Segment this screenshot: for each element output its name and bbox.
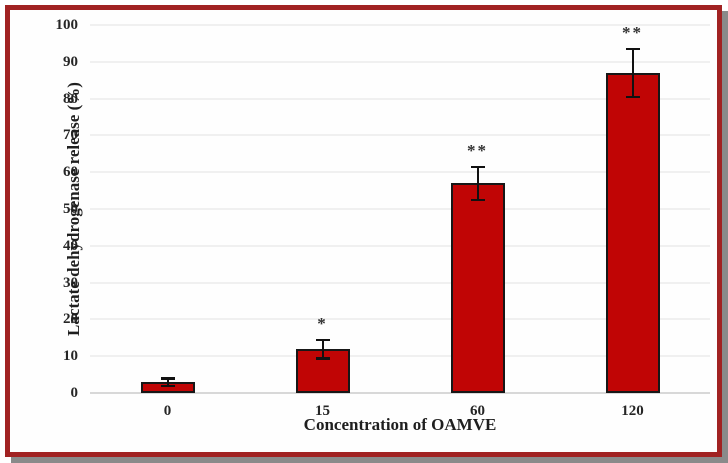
error-bar-cap — [470, 165, 485, 169]
y-tick-label: 50 — [63, 201, 78, 217]
y-tick-label: 10 — [63, 348, 78, 365]
error-bar-cap — [160, 377, 175, 380]
gridline — [90, 281, 710, 284]
gridline — [90, 134, 710, 137]
significance-annotation: ** — [622, 22, 643, 42]
significance-annotation: ** — [467, 140, 488, 160]
y-tick-label: 20 — [63, 311, 78, 328]
gridline — [90, 97, 710, 100]
gridline — [90, 318, 710, 321]
bar — [450, 183, 505, 393]
error-bar-cap — [160, 384, 175, 388]
error-bar-stem — [321, 339, 324, 359]
error-bar-cap — [315, 338, 330, 342]
y-tick-label: 0 — [70, 385, 79, 401]
x-category-label: 15 — [315, 403, 330, 419]
error-bar-cap — [470, 198, 485, 202]
error-bar-stem — [166, 378, 169, 386]
y-axis-title: Lactate dehydrogenase release (%) — [64, 82, 83, 336]
gridline — [90, 244, 710, 247]
x-axis-title: Concentration of OAMVE — [303, 415, 497, 434]
gridline — [90, 208, 710, 210]
y-tick-label: 30 — [63, 274, 78, 291]
y-tick-label: 40 — [63, 237, 78, 254]
x-category-label: 60 — [470, 403, 485, 419]
y-tick-label: 60 — [63, 164, 78, 181]
y-tick-label: 80 — [63, 90, 78, 107]
x-category-label: 0 — [163, 403, 172, 419]
y-tick-label: 70 — [63, 127, 78, 144]
error-bar-cap — [625, 47, 640, 51]
gridline — [90, 171, 710, 174]
significance-annotation: * — [317, 313, 328, 333]
y-tick-label: 90 — [63, 53, 78, 70]
gridline — [90, 60, 710, 63]
gridline — [90, 355, 710, 358]
x-axis-line — [90, 392, 710, 394]
error-bar-cap — [315, 357, 330, 360]
error-bar-stem — [476, 166, 479, 200]
y-tick-label: 100 — [55, 17, 79, 33]
plot-area: 0 10 20 30 40 50 60 70 80 90 100 0 * 15 ** 60 ** 120 — [10, 10, 717, 452]
bar — [605, 72, 660, 393]
error-bar-stem — [631, 48, 634, 97]
gridline — [90, 24, 710, 26]
error-bar-cap — [625, 95, 640, 99]
x-category-label: 120 — [621, 403, 644, 419]
chart-frame: 0 10 20 30 40 50 60 70 80 90 100 0 * 15 ** 60 ** 120 Lact… — [5, 5, 722, 457]
